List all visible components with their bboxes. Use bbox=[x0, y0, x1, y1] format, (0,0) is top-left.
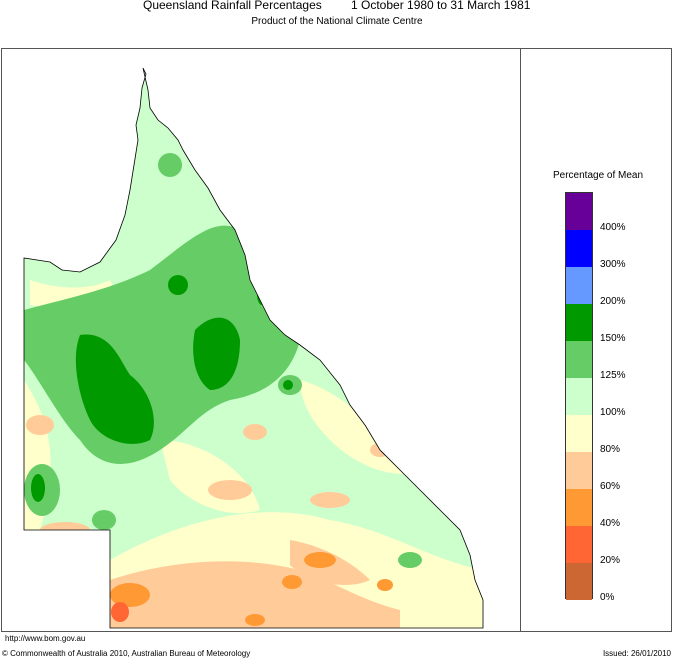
region-20-40-patch bbox=[111, 602, 129, 622]
issued-date: Issued: 26/01/2010 bbox=[602, 649, 671, 658]
legend-tick-label: 20% bbox=[600, 555, 621, 566]
queensland-outline bbox=[23, 67, 484, 629]
legend-tick-label: 300% bbox=[600, 259, 626, 270]
region-125-150-southwest bbox=[92, 510, 116, 530]
region-60-80-patch-4 bbox=[310, 492, 350, 508]
legend-swatch bbox=[566, 489, 592, 526]
region-150-200-coast bbox=[257, 285, 267, 305]
legend-tick-label: 400% bbox=[600, 222, 626, 233]
legend-tick-label: 0% bbox=[600, 592, 615, 603]
region-150-200-far-west bbox=[31, 474, 45, 502]
legend-divider bbox=[520, 48, 521, 632]
legend-swatch bbox=[566, 193, 592, 230]
legend-swatch bbox=[566, 452, 592, 489]
legend-tick-label: 80% bbox=[600, 444, 621, 455]
region-40-60-patch-1 bbox=[110, 583, 150, 607]
legend-swatch bbox=[566, 304, 592, 341]
region-150-200-central bbox=[193, 317, 240, 390]
region-40-60-patch-2 bbox=[304, 552, 336, 568]
region-60-80-patch-1 bbox=[243, 424, 267, 440]
map-frame bbox=[1, 48, 672, 632]
legend-tick-label: 200% bbox=[600, 296, 626, 307]
title-bar: Queensland Rainfall Percentages 1 Octobe… bbox=[0, 0, 674, 14]
legend-tick-label: 60% bbox=[600, 481, 621, 492]
region-150-200-east bbox=[283, 380, 293, 390]
map-period: 1 October 1980 to 31 March 1981 bbox=[351, 0, 531, 12]
legend-title: Percentage of Mean bbox=[553, 170, 644, 181]
region-150-200-north bbox=[168, 275, 188, 295]
map-subtitle: Product of the National Climate Centre bbox=[251, 16, 423, 27]
region-60-80-west-patch bbox=[26, 415, 54, 435]
legend-swatch bbox=[566, 378, 592, 415]
region-40-60-patch-3 bbox=[282, 575, 302, 589]
region-60-80-patch-2 bbox=[208, 480, 252, 500]
rainfall-fill bbox=[24, 68, 483, 628]
copyright-notice: © Commonwealth of Australia 2010, Austra… bbox=[2, 649, 251, 658]
legend-swatch bbox=[566, 415, 592, 452]
region-40-60-patch-4 bbox=[245, 614, 265, 626]
source-url[interactable]: http://www.bom.gov.au bbox=[5, 634, 86, 643]
legend-color-bar bbox=[565, 192, 593, 600]
legend-tick-label: 125% bbox=[600, 370, 626, 381]
map-title: Queensland Rainfall Percentages bbox=[143, 0, 322, 12]
region-60-80-south bbox=[110, 561, 400, 628]
region-125-150-southeast bbox=[398, 552, 422, 568]
legend-swatch bbox=[566, 230, 592, 267]
region-150-200-west bbox=[75, 334, 154, 444]
region-125-150-cape bbox=[158, 153, 182, 177]
legend-tick-label: 150% bbox=[600, 333, 626, 344]
legend-swatch bbox=[566, 341, 592, 378]
legend-swatch bbox=[566, 563, 592, 600]
legend-swatch bbox=[566, 526, 592, 563]
region-40-60-patch-5 bbox=[377, 579, 393, 591]
legend-tick-label: 40% bbox=[600, 518, 621, 529]
legend-tick-label: 100% bbox=[600, 407, 626, 418]
legend-swatch bbox=[566, 267, 592, 304]
